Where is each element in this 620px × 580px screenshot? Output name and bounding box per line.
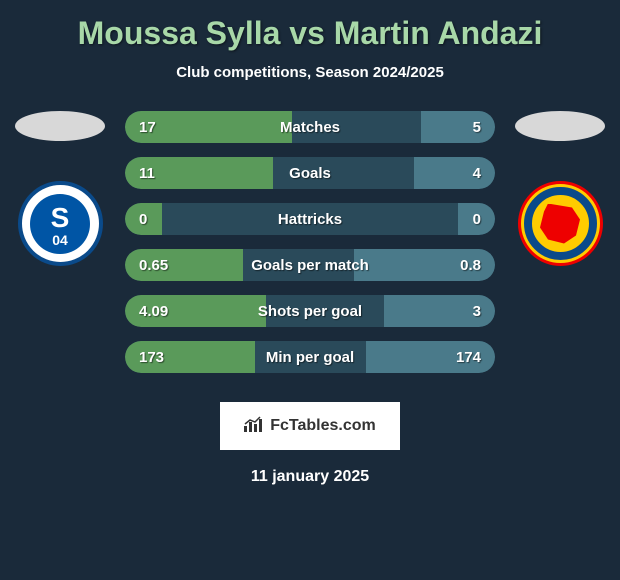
right-player-avatar-placeholder bbox=[515, 111, 605, 141]
page-title: Moussa Sylla vs Martin Andazi bbox=[0, 15, 620, 52]
stat-label: Matches bbox=[280, 119, 340, 136]
stat-row: 17 Matches 5 bbox=[125, 111, 495, 143]
stat-value-left: 11 bbox=[139, 165, 155, 182]
stat-value-right: 174 bbox=[456, 349, 481, 366]
stat-label: Shots per goal bbox=[258, 303, 362, 320]
stat-value-left: 0.65 bbox=[139, 257, 168, 274]
stat-value-right: 5 bbox=[473, 119, 481, 136]
right-player-side bbox=[505, 111, 615, 266]
brand-label: FcTables.com bbox=[270, 417, 376, 435]
schalke-04-text: 04 bbox=[52, 232, 68, 248]
brand-attribution[interactable]: FcTables.com bbox=[220, 402, 400, 450]
date-label: 11 january 2025 bbox=[0, 468, 620, 486]
stat-value-left: 0 bbox=[139, 211, 147, 228]
stat-value-left: 4.09 bbox=[139, 303, 168, 320]
stat-bar-right bbox=[414, 157, 495, 189]
stat-row: 11 Goals 4 bbox=[125, 157, 495, 189]
stat-value-left: 17 bbox=[139, 119, 156, 136]
stat-label: Hattricks bbox=[278, 211, 342, 228]
chart-icon bbox=[244, 416, 264, 437]
left-player-side: S 04 bbox=[5, 111, 115, 266]
left-player-avatar-placeholder bbox=[15, 111, 105, 141]
stats-panel: 17 Matches 5 11 Goals 4 0 Hattricks 0 0.65 Goals p… bbox=[125, 111, 495, 387]
stat-label: Goals bbox=[289, 165, 331, 182]
eintracht-logo bbox=[518, 181, 603, 266]
stat-value-right: 0 bbox=[473, 211, 481, 228]
stat-bar-right bbox=[421, 111, 495, 143]
stat-row: 0 Hattricks 0 bbox=[125, 203, 495, 235]
schalke-logo: S 04 bbox=[18, 181, 103, 266]
stat-value-right: 4 bbox=[473, 165, 481, 182]
stat-label: Min per goal bbox=[266, 349, 354, 366]
stat-value-right: 0.8 bbox=[460, 257, 481, 274]
stat-value-left: 173 bbox=[139, 349, 164, 366]
subtitle: Club competitions, Season 2024/2025 bbox=[0, 64, 620, 81]
stat-label: Goals per match bbox=[251, 257, 369, 274]
stat-value-right: 3 bbox=[473, 303, 481, 320]
stat-row: 4.09 Shots per goal 3 bbox=[125, 295, 495, 327]
schalke-s-icon: S bbox=[51, 202, 70, 234]
comparison-area: S 04 17 Matches 5 11 Goals 4 0 Hattricks 0 0.65 Go… bbox=[0, 111, 620, 387]
stat-row: 0.65 Goals per match 0.8 bbox=[125, 249, 495, 281]
stat-row: 173 Min per goal 174 bbox=[125, 341, 495, 373]
schalke-logo-inner: S 04 bbox=[30, 194, 90, 254]
